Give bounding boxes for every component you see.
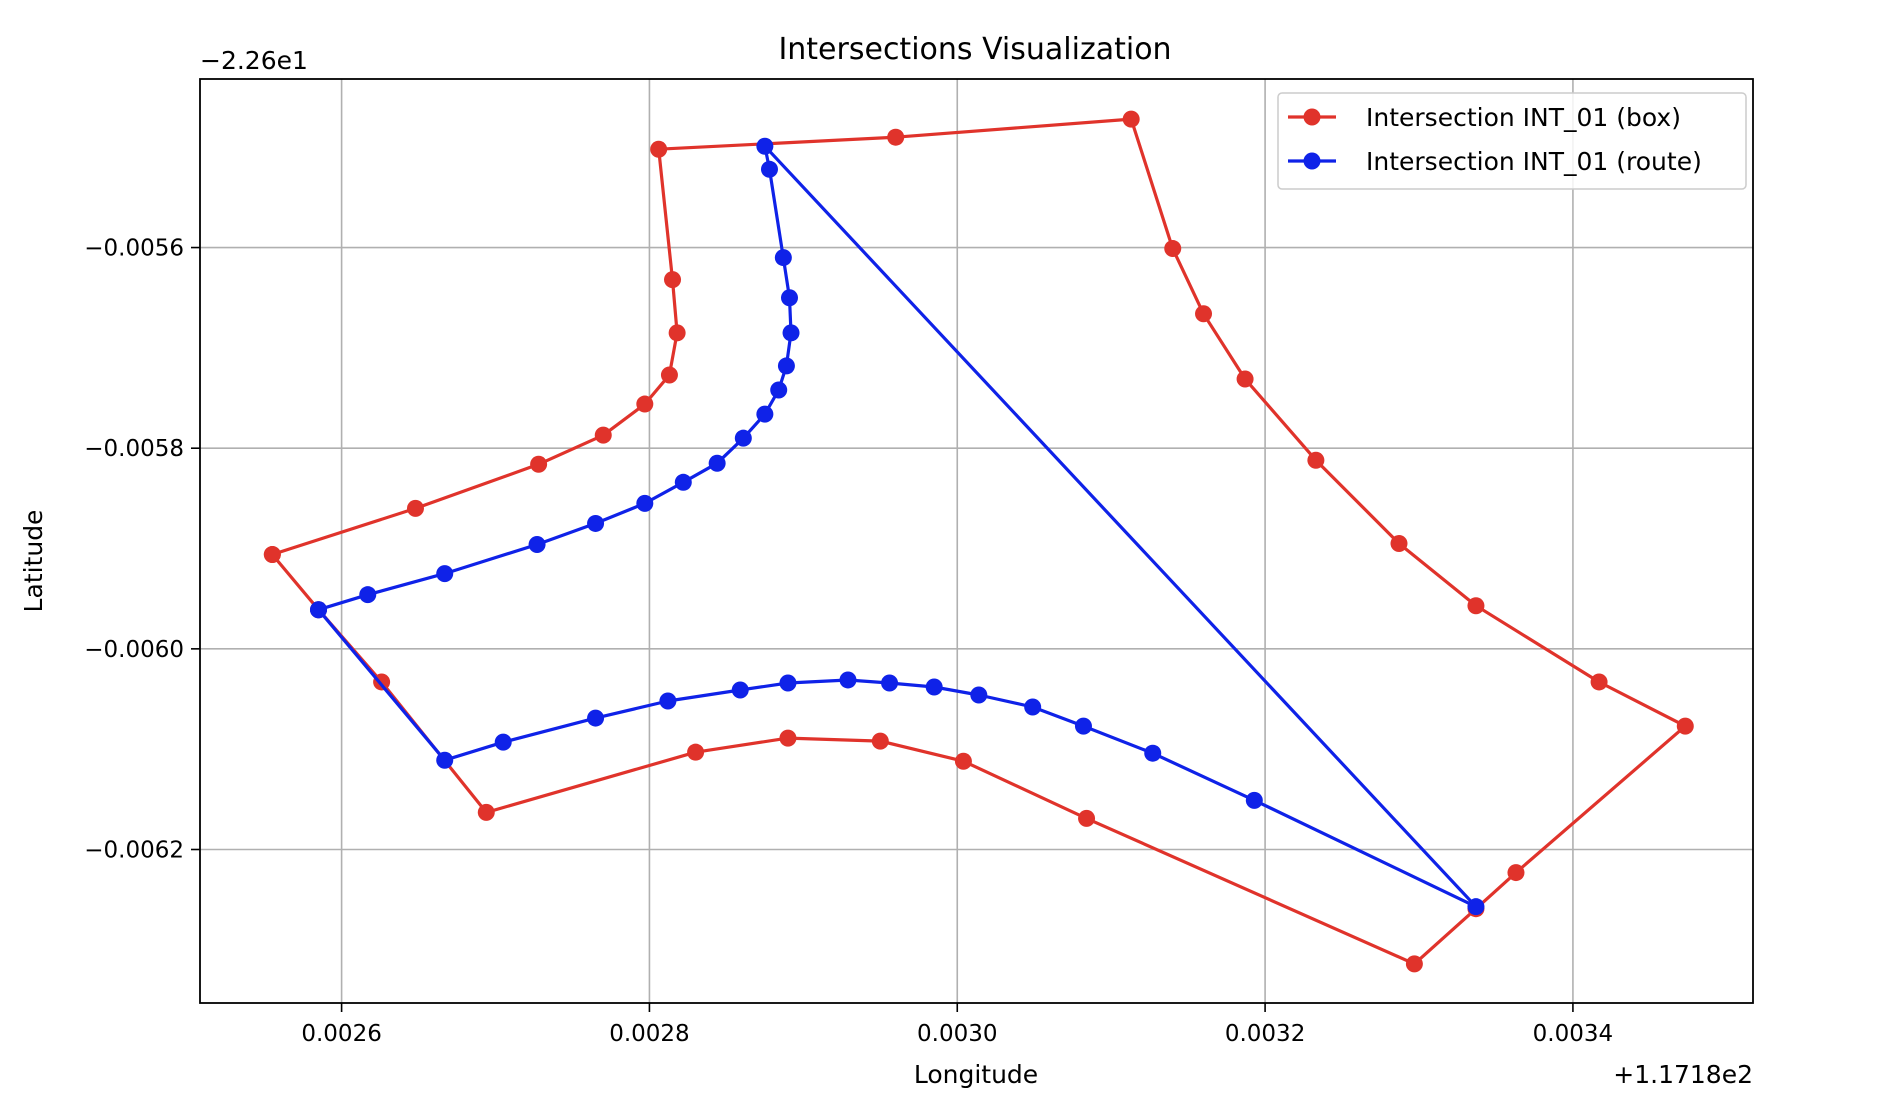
data-point	[839, 671, 857, 689]
y-tick-label: −0.0060	[84, 637, 184, 663]
axes-frame	[199, 78, 1754, 1004]
data-point	[779, 729, 797, 747]
data-point	[660, 366, 678, 384]
data-point	[1676, 717, 1694, 735]
data-point	[664, 271, 682, 289]
data-point	[881, 674, 899, 692]
x-offset-label: +1.1718e2	[1613, 1060, 1753, 1089]
data-point	[587, 709, 605, 727]
data-point	[674, 473, 692, 491]
data-point	[263, 546, 281, 564]
data-point	[780, 289, 798, 307]
plot-area: 0.0026 0.0028 0.0030 0.0032 0.0034 −0.0056 −0.…	[84, 78, 1754, 1047]
data-point	[1507, 864, 1525, 882]
y-tick-label: −0.0056	[84, 236, 184, 262]
data-point	[1074, 717, 1092, 735]
data-point	[1024, 698, 1042, 716]
y-tick-label: −0.0058	[84, 436, 184, 462]
data-point	[528, 536, 546, 554]
legend-marker	[1303, 108, 1321, 126]
x-tick-label: 0.0026	[301, 1021, 381, 1047]
data-point	[1144, 744, 1162, 762]
y-offset-label: −2.26e1	[200, 46, 308, 75]
data-point	[1390, 535, 1408, 553]
legend: Intersection INT_01 (box) Intersection IN…	[1277, 92, 1747, 190]
data-point	[477, 803, 495, 821]
data-point	[887, 128, 905, 146]
data-point	[770, 381, 788, 399]
data-point	[587, 514, 605, 532]
data-point	[1078, 809, 1096, 827]
x-tick-label: 0.0030	[917, 1021, 997, 1047]
data-point	[1245, 791, 1263, 809]
data-point	[406, 499, 424, 517]
data-point	[779, 674, 797, 692]
data-point	[760, 160, 778, 178]
data-point	[970, 686, 988, 704]
data-point	[650, 140, 668, 158]
data-point	[731, 681, 749, 699]
data-point	[777, 357, 795, 375]
data-point	[1195, 305, 1213, 323]
data-point	[636, 395, 654, 413]
series-2	[310, 137, 1485, 916]
data-point	[756, 405, 774, 423]
data-point	[1164, 240, 1182, 258]
legend-item-2: Intersection INT_01 (route)	[1288, 147, 1702, 176]
x-tick-label: 0.0032	[1225, 1021, 1305, 1047]
data-point	[1307, 451, 1325, 469]
y-tick-label: −0.0062	[84, 838, 184, 864]
data-point	[594, 426, 612, 444]
data-point	[1590, 673, 1608, 691]
legend-label: Intersection INT_01 (route)	[1366, 147, 1702, 176]
data-point	[1467, 898, 1485, 916]
data-point	[774, 249, 792, 267]
data-point	[668, 324, 686, 342]
data-point	[756, 137, 774, 155]
x-tick-label: 0.0028	[609, 1021, 689, 1047]
data-point	[708, 454, 726, 472]
data-point	[782, 324, 800, 342]
legend-item-1: Intersection INT_01 (box)	[1288, 103, 1681, 132]
chart-title: Intersections Visualization	[778, 32, 1171, 67]
data-point	[687, 743, 705, 761]
legend-marker	[1303, 152, 1321, 170]
legend-box	[1277, 92, 1747, 190]
data-point	[871, 732, 889, 750]
data-point	[734, 429, 752, 447]
data-point	[1467, 597, 1485, 615]
data-point	[636, 494, 654, 512]
data-point	[1122, 110, 1140, 128]
data-point	[310, 601, 328, 619]
data-point	[359, 586, 377, 604]
data-point	[530, 455, 548, 473]
data-point	[436, 751, 454, 769]
data-point	[436, 565, 454, 583]
data-point	[659, 692, 677, 710]
data-point	[954, 752, 972, 770]
x-axis-label: Longitude	[914, 1060, 1038, 1089]
data-point	[925, 678, 943, 696]
data-point	[494, 733, 512, 751]
data-point	[1236, 370, 1254, 388]
x-tick-label: 0.0034	[1533, 1021, 1613, 1047]
data-point	[1405, 955, 1423, 973]
y-axis-label: Latitude	[19, 510, 48, 613]
legend-label: Intersection INT_01 (box)	[1366, 103, 1681, 132]
